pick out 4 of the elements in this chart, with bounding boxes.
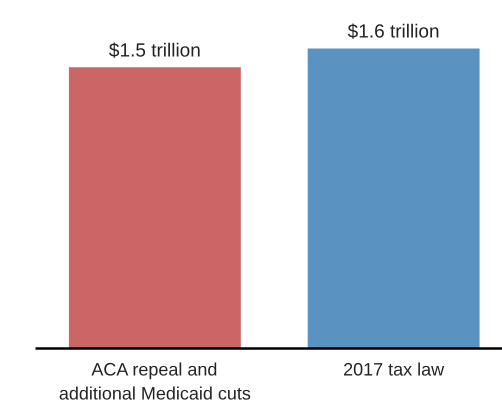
data-label: $1.5 trillion: [108, 40, 201, 62]
x-tick-label: 2017 tax law: [343, 360, 446, 380]
x-tick-label: ACA repeal and additional Medicaid cuts: [58, 360, 251, 404]
data-label: $1.6 trillion: [348, 22, 440, 42]
